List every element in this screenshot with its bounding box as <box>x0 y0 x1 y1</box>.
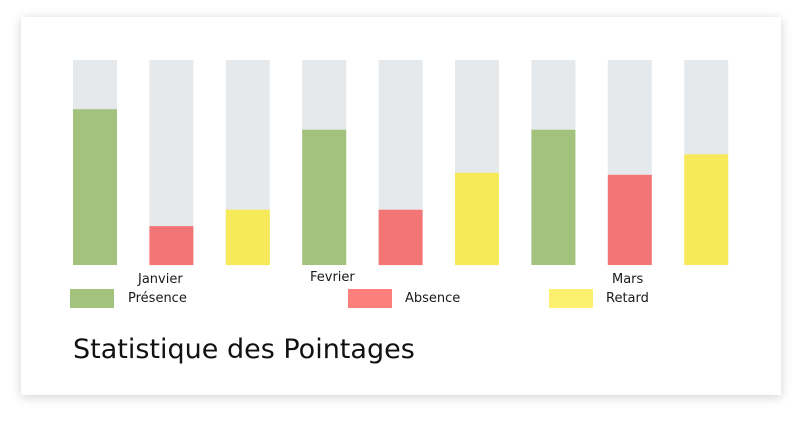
month-label-janvier: Janvier <box>137 272 183 287</box>
legend-label-retard: Retard <box>606 291 649 306</box>
bar-janvier-retard <box>225 209 270 266</box>
month-label-mars: Mars <box>612 272 644 287</box>
chart-title: Statistique des Pointages <box>73 334 415 365</box>
bar-janvier-absence <box>149 226 194 266</box>
month-labels: Janvier Fevrier Mars <box>137 270 644 287</box>
bar-mars-absence <box>607 174 652 265</box>
legend-swatch-presence <box>70 289 114 308</box>
bar-fevrier-absence <box>378 209 423 266</box>
legend-swatch-retard <box>549 289 593 308</box>
bars <box>73 109 729 266</box>
bar-fevrier-presence <box>302 129 347 265</box>
bar-mars-retard <box>684 154 729 265</box>
legend-swatch-absence <box>348 289 392 308</box>
month-label-fevrier: Fevrier <box>310 270 355 285</box>
bar-mars-presence <box>531 129 576 265</box>
legend-label-presence: Présence <box>128 291 187 306</box>
bar-janvier-presence <box>73 109 117 265</box>
legend-label-absence: Absence <box>405 291 461 306</box>
bar-fevrier-retard <box>455 172 499 266</box>
